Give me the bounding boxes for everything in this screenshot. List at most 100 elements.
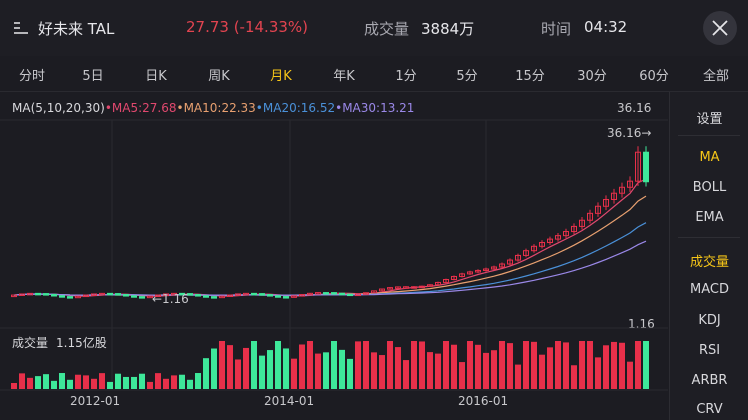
- indicator-ma[interactable]: MA: [699, 150, 720, 165]
- tab-5day[interactable]: 5日: [82, 69, 104, 84]
- tab-1min[interactable]: 1分: [395, 69, 417, 84]
- candle-body: [147, 295, 153, 299]
- x-tick-2016: 2016-01: [458, 394, 509, 408]
- tab-15min[interactable]: 15分: [515, 69, 545, 84]
- volume-bar: [115, 373, 121, 389]
- candle-body: [635, 151, 641, 182]
- candle-body: [235, 293, 241, 296]
- volume-bar: [531, 341, 537, 389]
- tab-all[interactable]: 全部: [702, 69, 729, 84]
- volume-bar: [91, 378, 97, 389]
- volume-bar: [291, 358, 297, 389]
- candle-body: [107, 292, 113, 296]
- candle-body: [507, 259, 513, 265]
- volume-bar: [43, 374, 49, 389]
- tab-30min[interactable]: 30分: [577, 69, 607, 84]
- close-icon: [712, 20, 728, 36]
- candle-body: [163, 293, 169, 296]
- price-axis-max: 36.16: [617, 101, 652, 115]
- indicator-arbr[interactable]: ARBR: [691, 373, 728, 388]
- candlestick-chart[interactable]: 36.16→ ←1.16: [0, 0, 668, 420]
- volume-bar: [283, 348, 289, 389]
- tab-year-k[interactable]: 年K: [333, 69, 355, 84]
- volume-bar: [211, 348, 217, 389]
- period-tabs: 分时 5日 日K 周K 月K 年K 1分 5分 15分 30分 60分 全部: [0, 56, 748, 92]
- tab-60min[interactable]: 60分: [639, 69, 669, 84]
- volume-bar: [139, 373, 145, 389]
- candle-body: [323, 292, 329, 295]
- volume-bar: [155, 373, 161, 389]
- candle-body: [99, 292, 105, 296]
- close-button[interactable]: [703, 11, 737, 45]
- ma10-value: •MA10:22.33: [176, 101, 256, 115]
- volume-value: 3884万: [421, 20, 475, 38]
- candle-body: [643, 151, 649, 183]
- candle-body: [387, 287, 393, 290]
- volume-bar: [35, 376, 41, 389]
- indicator-volume[interactable]: 成交量: [689, 255, 729, 270]
- volume-bar: [339, 349, 345, 389]
- candle-body: [187, 293, 193, 296]
- volume-bar: [27, 377, 33, 389]
- candle-body: [19, 293, 25, 296]
- volume-bar: [123, 376, 129, 389]
- volume-bar: [147, 381, 153, 389]
- candle-body: [171, 292, 177, 296]
- tab-day-k[interactable]: 日K: [145, 69, 167, 84]
- price-change: 27.73 (-14.33%): [186, 18, 309, 36]
- ma20-value: •MA20:16.52: [255, 101, 336, 115]
- volume-bar: [267, 350, 273, 389]
- candle-body: [539, 242, 545, 247]
- candle-body: [299, 294, 305, 297]
- volume-bar: [171, 375, 177, 389]
- volume-bar: [315, 353, 321, 389]
- volume-bar: [307, 341, 313, 389]
- candle-body: [35, 292, 41, 296]
- candle-body: [227, 294, 233, 298]
- volume-bar: [459, 362, 465, 389]
- tab-week-k[interactable]: 周K: [208, 69, 230, 84]
- candle-body: [403, 286, 409, 289]
- candle-body: [219, 295, 225, 299]
- indicator-kdj[interactable]: KDJ: [698, 313, 721, 328]
- settings-button[interactable]: 设置: [696, 112, 723, 127]
- candle-body: [467, 271, 473, 275]
- indicator-crv[interactable]: CRV: [696, 402, 723, 416]
- candle-body: [563, 231, 569, 237]
- volume-bar: [75, 374, 81, 389]
- candle-body: [355, 293, 361, 297]
- indicator-macd[interactable]: MACD: [690, 282, 729, 297]
- tab-5min[interactable]: 5分: [456, 69, 478, 84]
- candle-body: [611, 192, 617, 200]
- tab-timeshare[interactable]: 分时: [18, 69, 45, 84]
- candle-body: [547, 238, 553, 244]
- volume-bar: [523, 341, 529, 389]
- volume-bar: [451, 344, 457, 389]
- volume-max-value: 1.15亿股: [56, 336, 107, 350]
- tab-month-k[interactable]: 月K: [270, 69, 292, 84]
- candle-body: [259, 293, 265, 296]
- volume-bar: [515, 364, 521, 389]
- indicator-rsi[interactable]: RSI: [698, 343, 721, 358]
- volume-bar: [251, 341, 257, 389]
- volume-bar: [11, 383, 17, 389]
- candle-body: [27, 292, 33, 296]
- volume-bar: [227, 345, 233, 389]
- candle-body: [131, 295, 137, 298]
- indicator-panel: 设置 MA BOLL EMA 成交量 MACD KDJ RSI ARBR CRV: [669, 92, 748, 420]
- volume-bar: [203, 358, 209, 389]
- candle-body: [395, 286, 401, 289]
- volume-bar: [403, 360, 409, 389]
- menu-lines-icon[interactable]: [12, 19, 30, 37]
- ma5-value: •MA5:27.68: [104, 101, 177, 115]
- candle-body: [603, 198, 609, 207]
- volume-bar: [595, 357, 601, 389]
- candle-body: [347, 293, 353, 297]
- candle-body: [443, 279, 449, 283]
- volume-bar: [587, 341, 593, 389]
- volume-bar: [483, 352, 489, 389]
- volume-bar: [379, 355, 385, 389]
- indicator-boll[interactable]: BOLL: [692, 180, 727, 195]
- indicator-ema[interactable]: EMA: [695, 210, 724, 225]
- candle-body: [427, 284, 433, 287]
